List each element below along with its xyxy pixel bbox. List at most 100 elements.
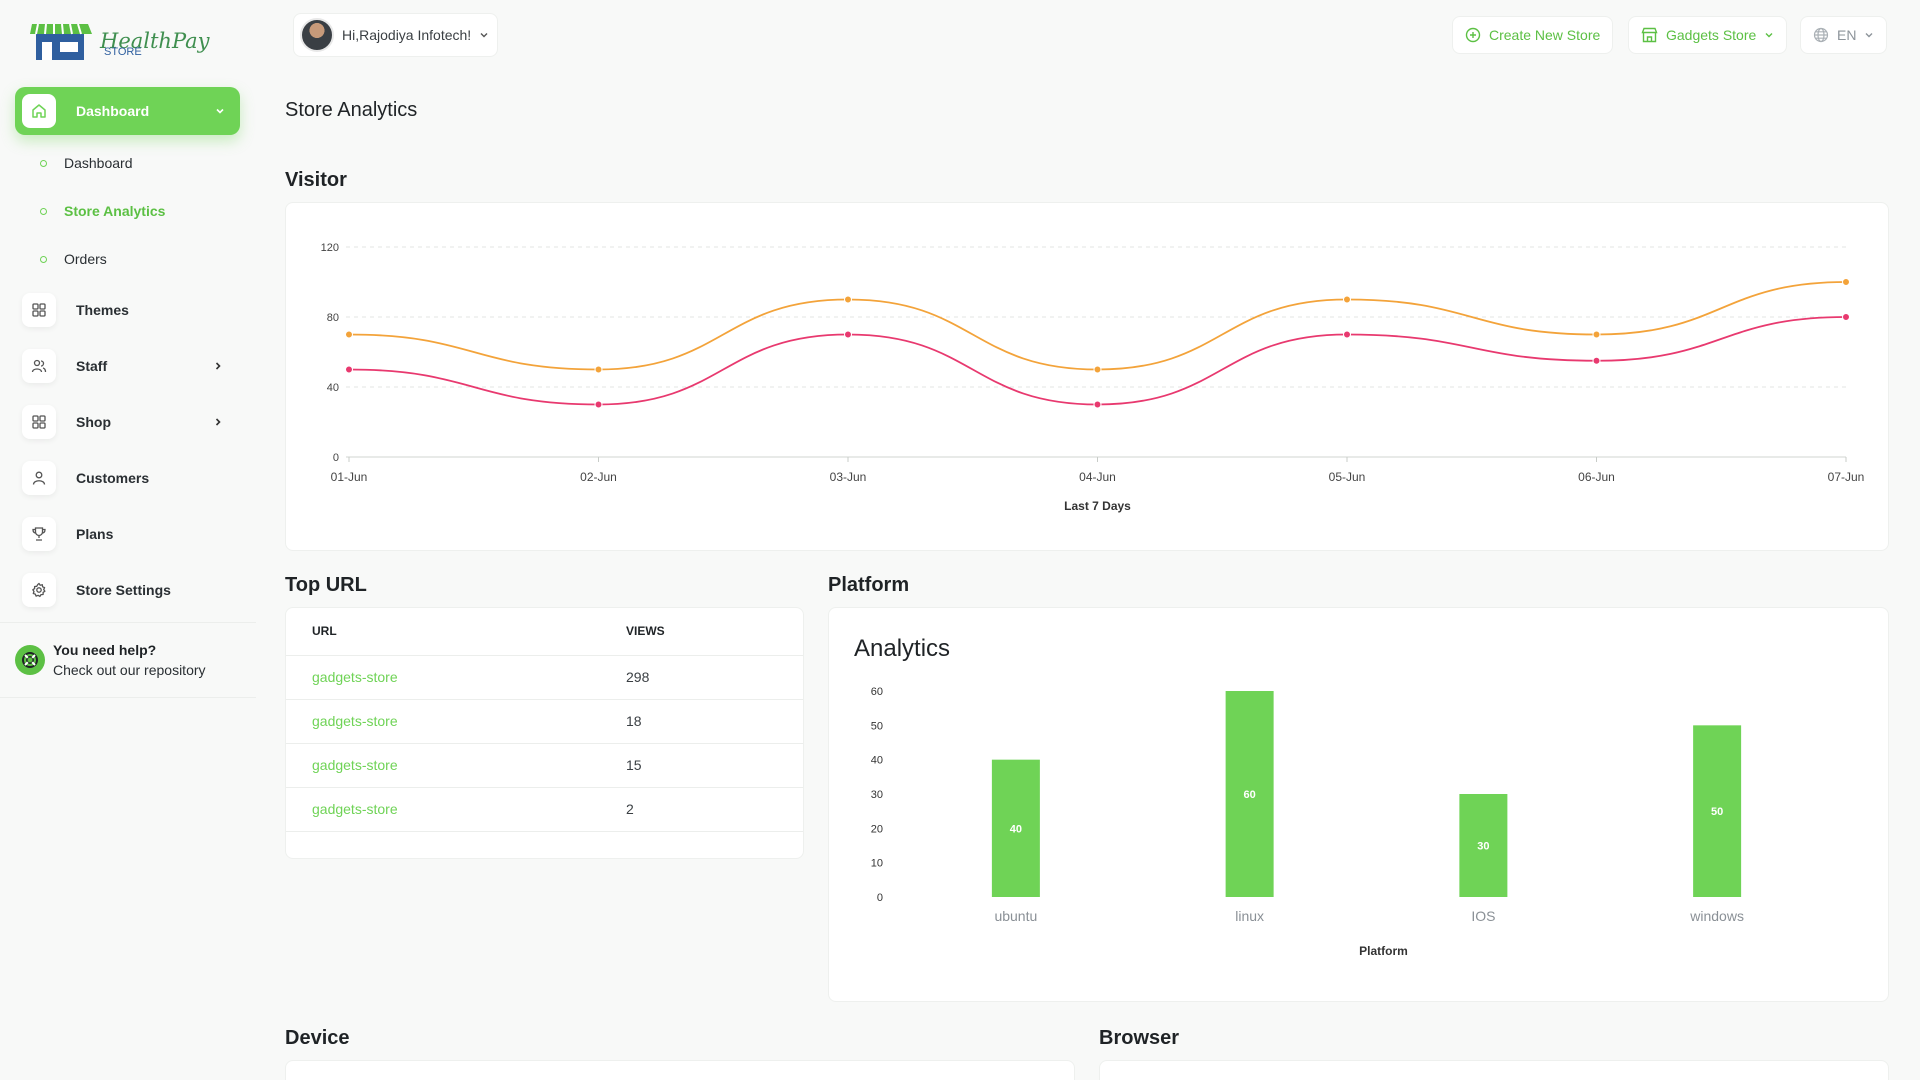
sidebar-item-label: Themes xyxy=(76,302,129,318)
x-axis-title: Platform xyxy=(1359,944,1408,958)
nav-dashboard[interactable]: Dashboard xyxy=(15,87,240,135)
subnav-orders[interactable]: Orders xyxy=(40,251,107,267)
create-new-store-label: Create New Store xyxy=(1489,27,1601,43)
help-link[interactable]: Check out our repository xyxy=(53,662,206,678)
nav-dashboard-label: Dashboard xyxy=(76,103,150,119)
chevron-right-icon xyxy=(215,418,221,426)
data-point xyxy=(345,330,353,339)
gear-icon xyxy=(32,582,46,598)
trophy-icon xyxy=(32,527,46,541)
data-point xyxy=(1842,278,1850,286)
store-icon xyxy=(1641,27,1658,43)
sidebar-item-store-settings[interactable]: Store Settings xyxy=(22,571,240,609)
language-selector[interactable]: EN xyxy=(1800,16,1888,54)
data-point xyxy=(1093,365,1102,374)
x-tick-label: 02-Jun xyxy=(580,470,617,484)
data-point xyxy=(1343,295,1351,304)
data-point xyxy=(1592,330,1601,339)
subnav-store-analytics[interactable]: Store Analytics xyxy=(40,203,165,219)
top-url-card: URL VIEWS gadgets-store 298 gadgets-stor… xyxy=(285,607,804,859)
sidebar-item-label: Store Settings xyxy=(76,582,171,598)
sidebar-item-staff[interactable]: Staff xyxy=(22,347,240,385)
y-tick-label: 80 xyxy=(327,312,339,324)
sidebar-item-label: Staff xyxy=(76,358,108,374)
help-box[interactable]: You need help? Check out our repository xyxy=(0,622,256,698)
bullet-icon xyxy=(40,255,47,263)
sidebar-item-customers[interactable]: Customers xyxy=(22,459,240,497)
x-tick-label: 07-Jun xyxy=(1828,470,1865,484)
views-value: 2 xyxy=(626,787,803,832)
chevron-down-icon xyxy=(1765,33,1773,38)
url-link[interactable]: gadgets-store xyxy=(286,655,626,700)
y-tick-label: 0 xyxy=(877,892,883,904)
y-tick-label: 60 xyxy=(871,686,883,698)
x-tick-label: 05-Jun xyxy=(1329,470,1366,484)
store-selector[interactable]: Gadgets Store xyxy=(1628,16,1788,54)
platform-section-title: Platform xyxy=(828,574,910,596)
sidebar-item-shop[interactable]: Shop xyxy=(22,403,240,441)
help-title: You need help? xyxy=(53,642,157,658)
visitor-line-chart: 0 40 80 120 01-Jun 02-Jun 03-Jun 04-Jun 05-Jun 06… xyxy=(321,242,1865,513)
table-row: gadgets-store 298 xyxy=(286,655,803,700)
create-new-store-button[interactable]: Create New Store xyxy=(1452,16,1614,54)
chevron-down-icon xyxy=(216,108,224,114)
views-value: 15 xyxy=(626,743,803,788)
x-axis-title: Last 7 Days xyxy=(1064,499,1131,513)
column-header-views: VIEWS xyxy=(626,608,803,656)
user-menu[interactable]: Hi,Rajodiya Infotech! xyxy=(293,13,499,57)
x-tick-label: 06-Jun xyxy=(1578,470,1615,484)
grid-icon xyxy=(32,303,46,317)
url-link[interactable]: gadgets-store xyxy=(286,787,626,832)
brand-subtitle: STORE xyxy=(104,46,142,58)
series-line-0 xyxy=(348,281,1847,371)
x-tick-label: 04-Jun xyxy=(1079,470,1116,484)
sidebar-item-label: Customers xyxy=(76,470,150,486)
subnav-dashboard[interactable]: Dashboard xyxy=(40,155,133,171)
views-value: 18 xyxy=(626,699,803,744)
x-tick-label: windows xyxy=(1689,908,1744,924)
sidebar-item-label: Plans xyxy=(76,526,114,542)
store-logo-icon xyxy=(30,20,94,62)
sidebar-item-themes[interactable]: Themes xyxy=(22,291,240,329)
page-title: Store Analytics xyxy=(285,99,418,121)
chevron-right-icon xyxy=(215,362,221,370)
subnav-store-analytics-label: Store Analytics xyxy=(64,203,166,219)
bar xyxy=(1225,691,1274,897)
chevron-down-icon xyxy=(480,33,488,38)
y-tick-label: 30 xyxy=(871,789,883,801)
bar xyxy=(991,759,1040,897)
table-row: gadgets-store 2 xyxy=(286,787,803,832)
brand-name: HealthPay xyxy=(100,28,210,53)
x-tick-label: 03-Jun xyxy=(830,470,867,484)
sidebar: HealthPay STORE Dashboard Dashboard Stor… xyxy=(0,0,256,1080)
bar-value-label: 30 xyxy=(1477,841,1489,853)
data-point xyxy=(594,365,603,374)
y-tick-label: 40 xyxy=(871,755,883,767)
visitor-section-title: Visitor xyxy=(285,169,347,191)
lifebuoy-icon xyxy=(15,645,45,675)
bar xyxy=(1693,725,1742,897)
data-point xyxy=(345,365,353,374)
y-tick-label: 120 xyxy=(321,242,339,254)
sidebar-item-plans[interactable]: Plans xyxy=(22,515,240,553)
url-link[interactable]: gadgets-store xyxy=(286,699,626,744)
platform-card: Analytics 0 10 20 30 40 50 60 40 ubuntu 60 linux 30 I… xyxy=(828,607,1889,1002)
data-point xyxy=(844,295,852,304)
sidebar-item-label: Shop xyxy=(76,414,111,430)
y-tick-label: 20 xyxy=(871,823,883,835)
store-selector-label: Gadgets Store xyxy=(1666,27,1757,43)
chevron-down-icon xyxy=(1865,33,1873,38)
data-point xyxy=(1592,356,1601,365)
y-tick-label: 10 xyxy=(871,858,883,870)
url-link[interactable]: gadgets-store xyxy=(286,743,626,788)
bullet-icon xyxy=(40,207,47,215)
device-card xyxy=(285,1060,1075,1080)
platform-bar-chart: Analytics 0 10 20 30 40 50 60 40 ubuntu 60 linux 30 I… xyxy=(854,635,1744,958)
browser-section-title: Browser xyxy=(1099,1027,1180,1049)
users-icon xyxy=(31,359,47,373)
device-section-title: Device xyxy=(285,1027,350,1049)
x-tick-label: linux xyxy=(1235,908,1264,924)
brand-logo[interactable]: HealthPay xyxy=(30,20,210,62)
globe-icon xyxy=(1813,27,1829,43)
data-point xyxy=(1842,313,1850,321)
